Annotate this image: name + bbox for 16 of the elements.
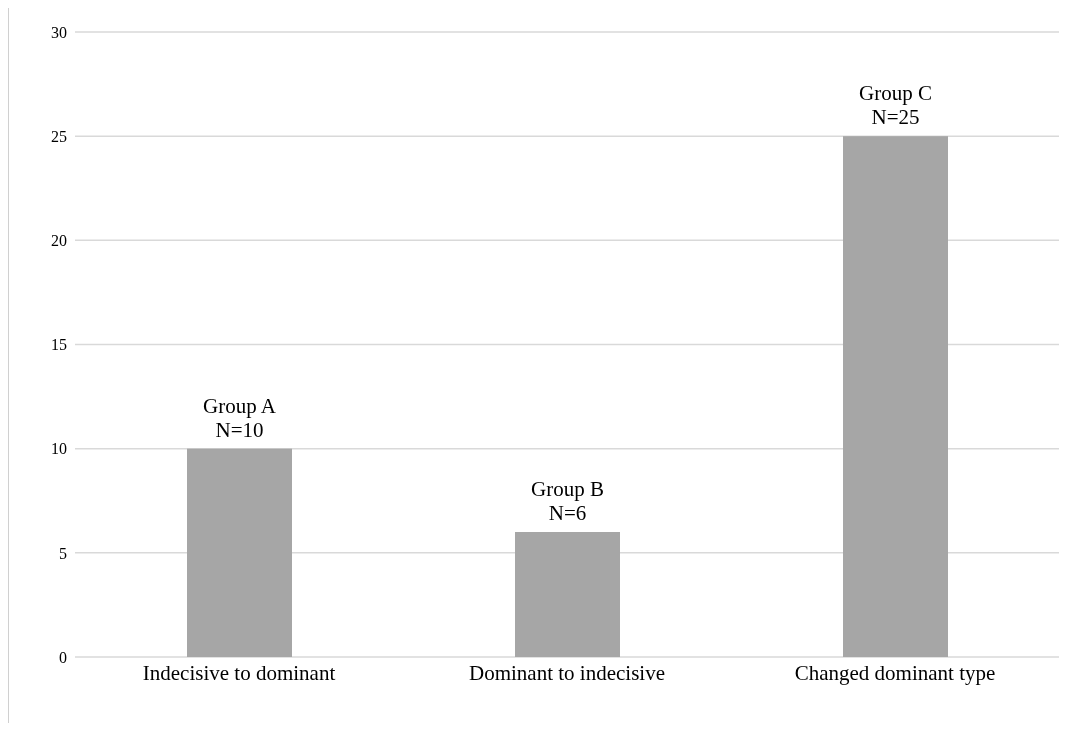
y-tick-label: 20 xyxy=(51,232,67,250)
y-tick-label: 10 xyxy=(51,440,67,458)
y-tick-label: 30 xyxy=(51,23,67,41)
y-tick-label: 0 xyxy=(59,648,67,666)
y-tick-label: 25 xyxy=(51,127,67,145)
x-tick-label: Indecisive to dominant xyxy=(142,660,336,685)
data-label: Group C N=25 xyxy=(859,81,932,130)
bar xyxy=(187,448,292,657)
data-label: Group A N=10 xyxy=(203,393,277,442)
y-tick-label: 5 xyxy=(59,544,67,562)
bar xyxy=(515,532,620,657)
y-tick-label: 15 xyxy=(51,336,67,354)
data-label: Group B N=6 xyxy=(531,477,604,525)
bar xyxy=(843,136,948,657)
x-tick-label: Changed dominant type xyxy=(794,660,996,685)
x-tick-label: Dominant to indecisive xyxy=(469,660,665,685)
